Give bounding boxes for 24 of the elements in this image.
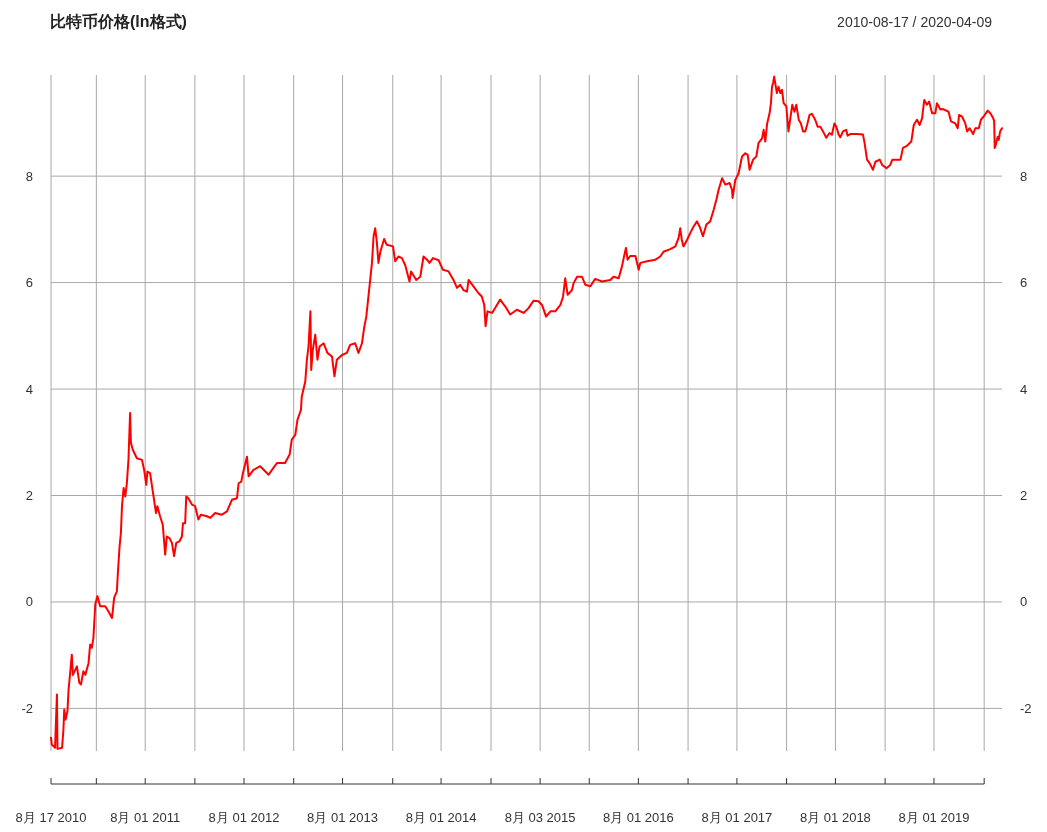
x-tick-label: 8月 01 2017 <box>701 810 773 825</box>
x-tick-label: 8月 01 2019 <box>898 810 970 825</box>
x-tick-label: 8月 01 2016 <box>602 810 674 825</box>
y-tick-label: 4 <box>25 381 33 397</box>
y2-tick-label: 0 <box>1020 594 1028 610</box>
y-tick-label: 6 <box>25 275 33 291</box>
y2-tick-label: 4 <box>1020 381 1028 397</box>
x-tick-label: 8月 01 2011 <box>110 810 181 825</box>
x-tick-label: 8月 01 2013 <box>307 810 378 825</box>
y-tick-label: 8 <box>25 168 33 184</box>
y-tick-label: 2 <box>25 488 33 503</box>
y-tick-label: 0 <box>25 594 33 610</box>
x-tick-label: 8月 17 2010 <box>15 810 87 825</box>
x-tick-label: 8月 01 2018 <box>800 810 871 825</box>
subtitle: 2010-08-17 / 2020-04-09 <box>837 14 992 30</box>
y-tick-label: -2 <box>21 700 33 716</box>
x-tick-label: 8月 01 2012 <box>208 810 280 825</box>
x-tick-label: 8月 01 2014 <box>405 810 477 825</box>
y2-tick-label: 6 <box>1020 275 1028 291</box>
title: 比特币价格(ln格式) <box>50 13 187 30</box>
y2-tick-label: 2 <box>1020 488 1028 503</box>
y2-tick-label: -2 <box>1020 700 1032 716</box>
y2-tick-label: 8 <box>1020 168 1028 184</box>
x-tick-label: 8月 03 2015 <box>504 810 576 825</box>
